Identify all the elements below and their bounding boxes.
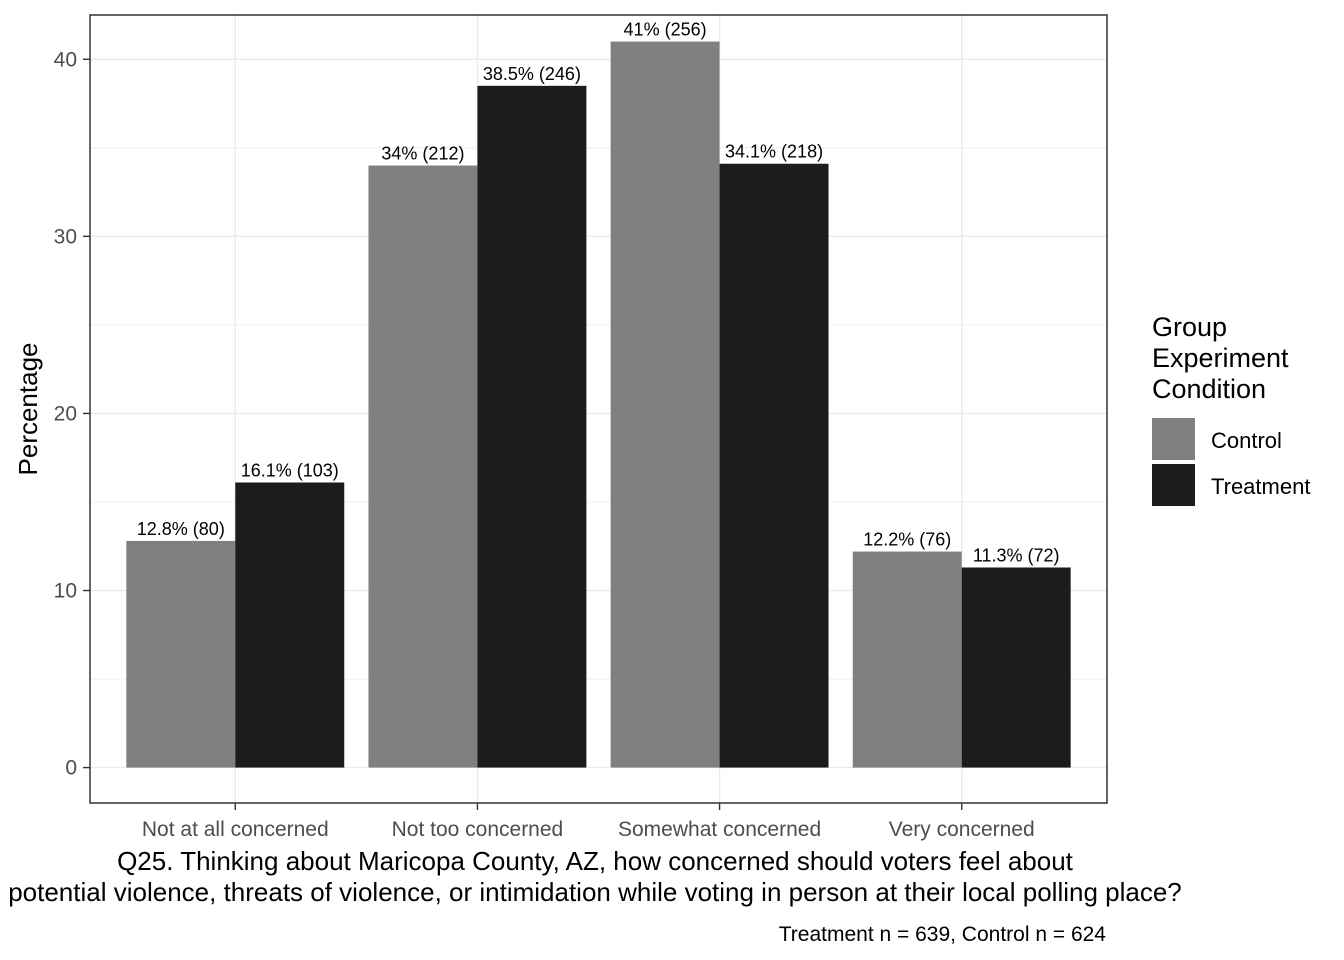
y-axis-title: Percentage [13, 343, 43, 476]
bar-data-label: 11.3% (72) [973, 545, 1060, 565]
bar-data-label: 41% (256) [624, 20, 707, 40]
legend-label-treatment: Treatment [1211, 474, 1310, 499]
bar-treatment [235, 482, 345, 768]
x-tick-label: Somewhat concerned [618, 818, 821, 841]
bar-data-label: 38.5% (246) [483, 64, 581, 84]
bar-data-label: 16.1% (103) [241, 460, 339, 480]
bar-control [126, 540, 236, 768]
y-tick-label: 20 [54, 402, 77, 425]
y-tick-label: 0 [65, 757, 77, 780]
bar-labels: 12.8% (80) 34% (212) 41% (256) 12.2% (76) 16… [137, 20, 1060, 566]
x-tick-label: Not too concerned [392, 818, 564, 841]
x-tick-label: Not at all concerned [142, 818, 329, 841]
legend-title-line-2: Experiment [1152, 343, 1289, 373]
bar-control [368, 165, 478, 768]
legend-title-line-3: Condition [1152, 374, 1266, 404]
bar-data-label: 34% (212) [381, 144, 464, 164]
x-axis: Not at all concerned Not too concerned Som… [142, 803, 1035, 841]
legend-key-control [1152, 418, 1195, 460]
bar-treatment [961, 567, 1071, 768]
y-tick-label: 10 [54, 580, 77, 603]
legend-label-control: Control [1211, 428, 1282, 453]
caption: Treatment n = 639, Control n = 624 [779, 923, 1107, 946]
bar-treatment [477, 85, 587, 768]
y-tick-label: 30 [54, 225, 77, 248]
x-tick-label: Very concerned [889, 818, 1035, 841]
bar-data-label: 12.2% (76) [863, 530, 951, 550]
bar-data-label: 34.1% (218) [725, 142, 823, 162]
legend-title-line-1: Group [1152, 312, 1227, 342]
bar-treatment [719, 163, 829, 768]
y-tick-label: 40 [54, 48, 77, 71]
legend-key-treatment [1152, 464, 1195, 506]
bar-data-label: 12.8% (80) [137, 519, 225, 539]
y-axis: 0 10 20 30 40 [54, 48, 90, 780]
bars [126, 41, 1071, 768]
plot-border [89, 14, 1108, 804]
bar-control [852, 551, 962, 768]
bar-control [610, 41, 720, 768]
x-axis-title-line-2: potential violence, threats of violence,… [8, 877, 1182, 907]
legend: Group Experiment Condition Control Treat… [1152, 312, 1310, 506]
x-axis-title-line-1: Q25. Thinking about Maricopa County, AZ,… [117, 846, 1074, 876]
